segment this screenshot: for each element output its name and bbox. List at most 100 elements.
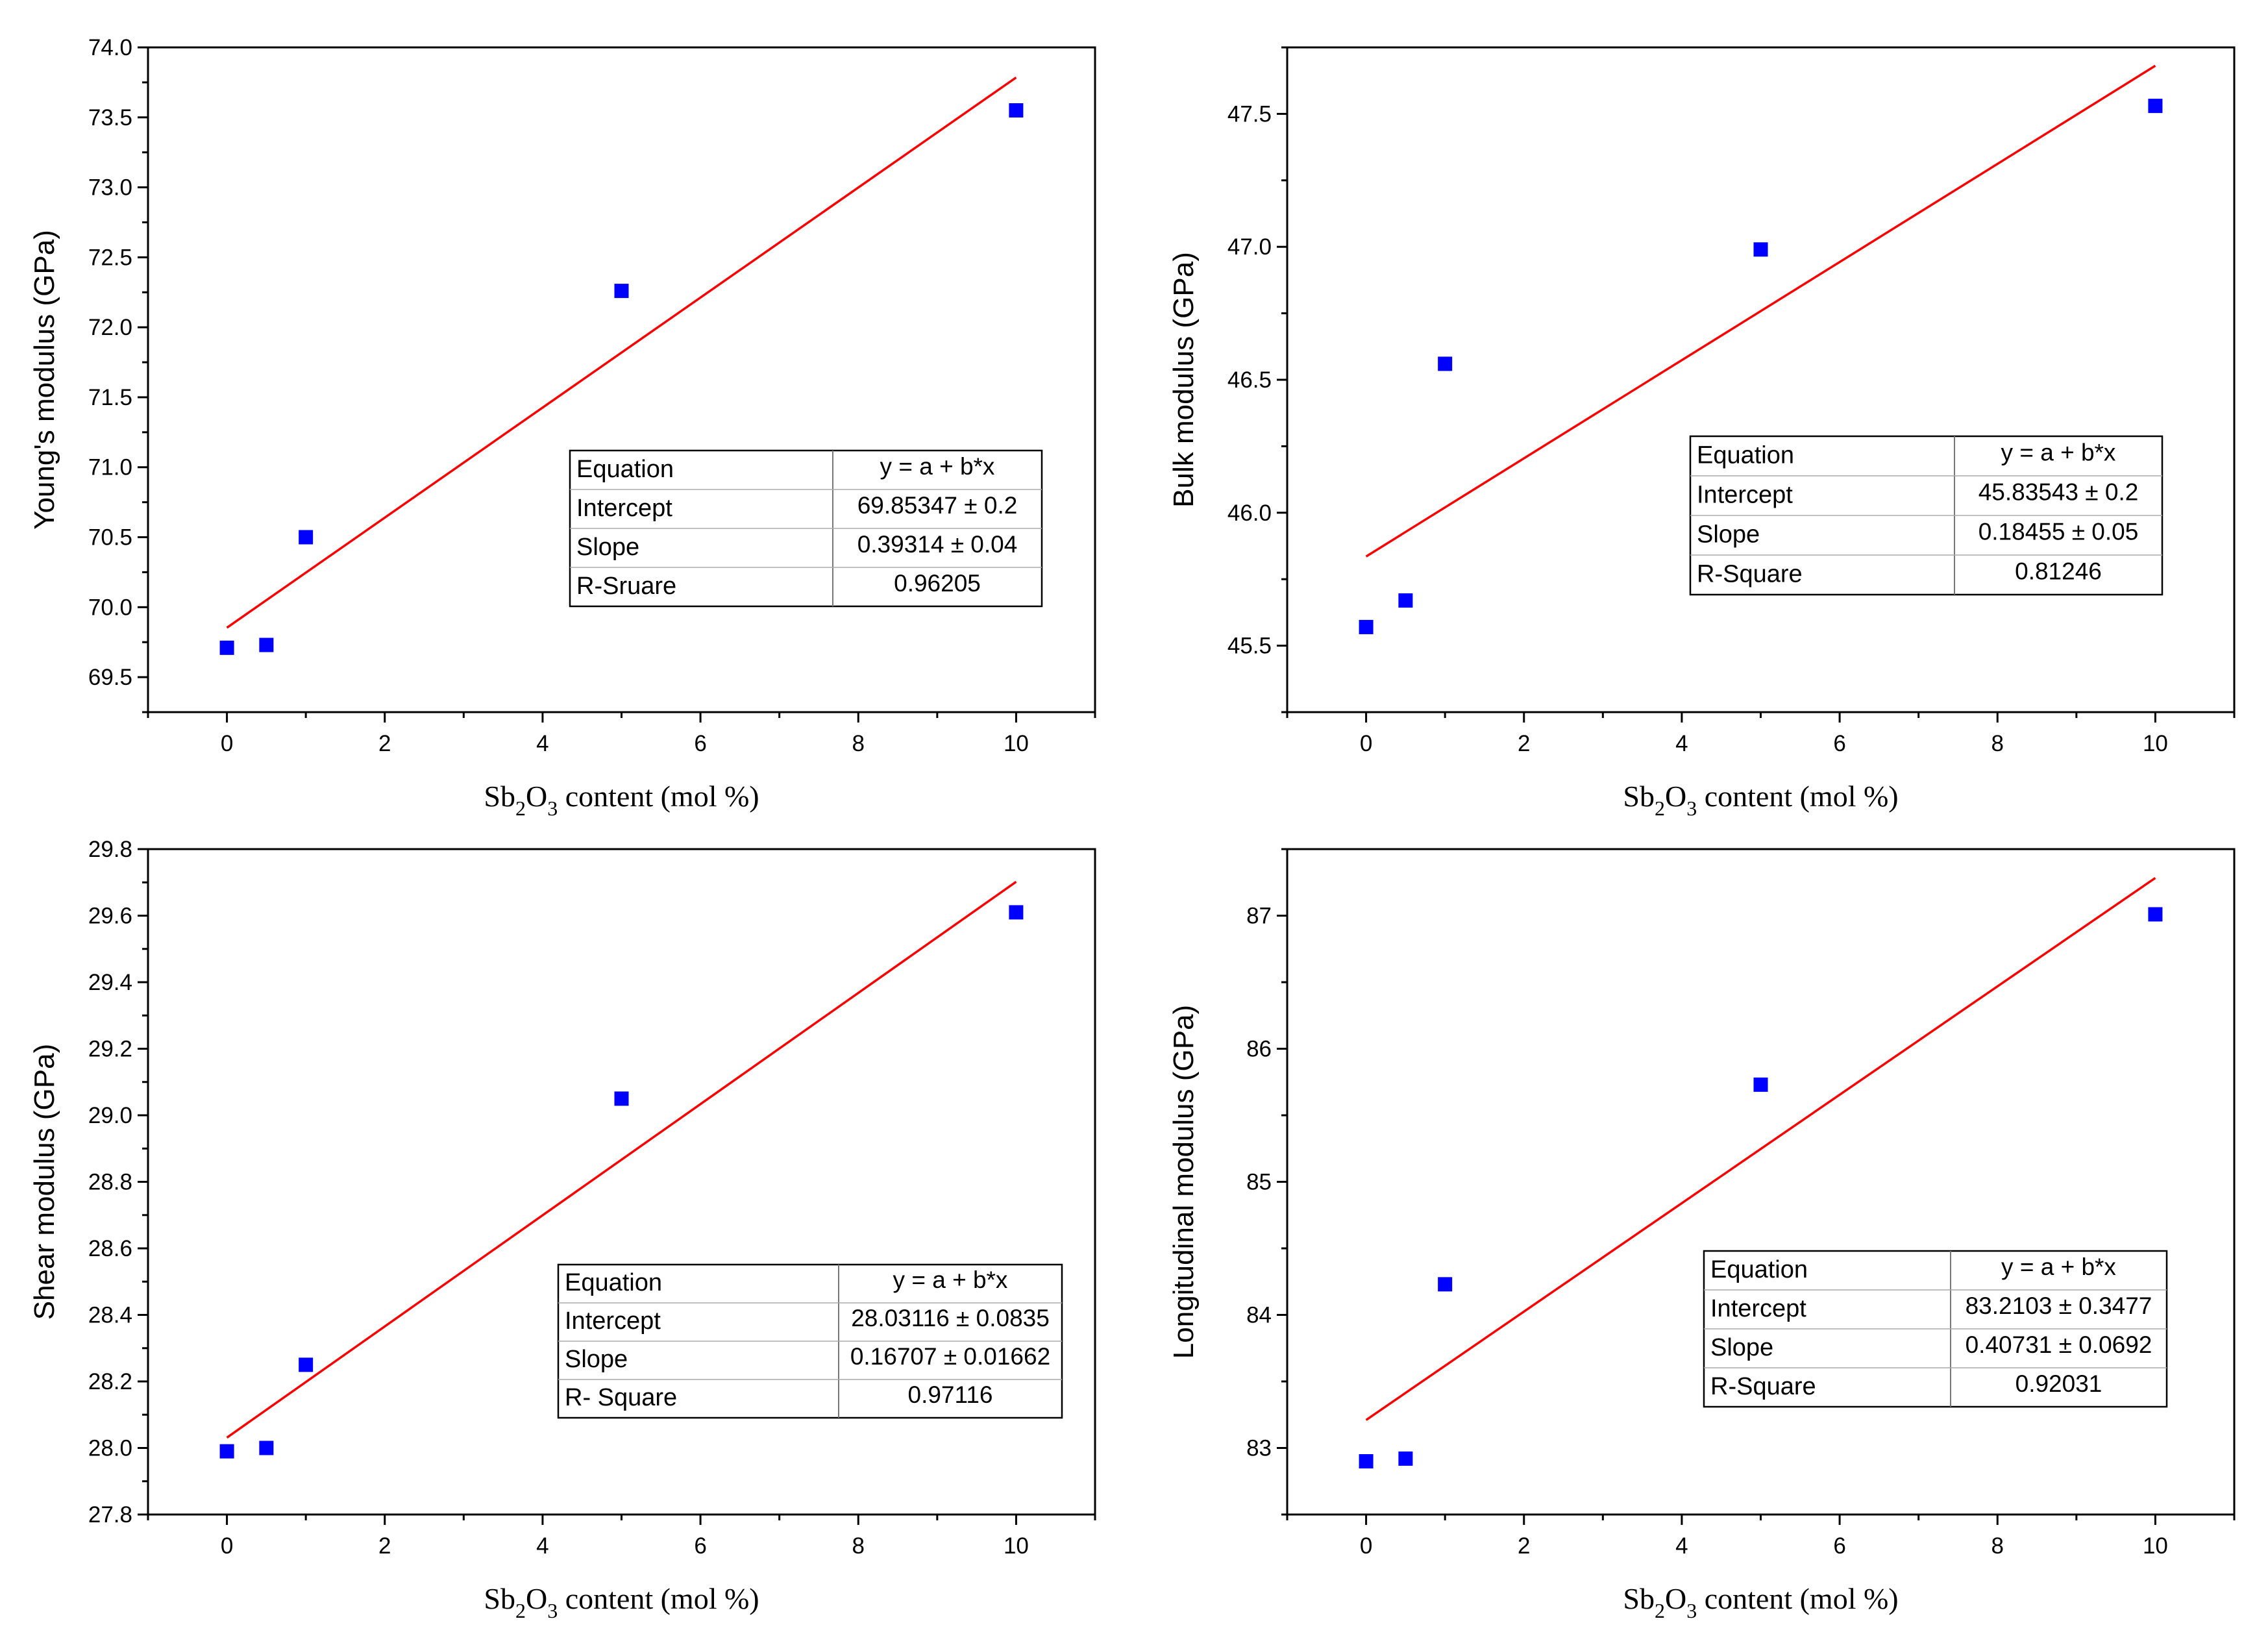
y-axis-label: Bulk modulus (GPa): [1168, 252, 1200, 508]
x-tick-label: 6: [1833, 1533, 1845, 1559]
x-tick-label: 8: [852, 731, 865, 756]
data-point: [2148, 99, 2163, 114]
x-tick-label: 6: [694, 731, 706, 756]
data-point: [1438, 1277, 1453, 1292]
x-tick-label: 2: [378, 1533, 391, 1559]
panel-3: 0 2 4 6 8 10 27.8 28.0 28.2 28.4 28.6 28.8 29.0 29.2 2…: [29, 837, 1096, 1622]
fit-table-value: y = a + b*x: [2001, 1254, 2116, 1280]
panel-4: 0 2 4 6 8 10 83 84 85 86 87 Longitudinal modulus (G…: [1168, 848, 2236, 1622]
data-point: [614, 1091, 629, 1106]
x-tick-label: 10: [2143, 731, 2168, 756]
fit-table-key: R- Square: [565, 1384, 677, 1411]
fit-table-key: Slope: [1710, 1334, 1773, 1361]
fit-table-value: 0.40731 ± 0.0692: [1966, 1331, 2152, 1358]
y-axis-label: Young's modulus (GPa): [29, 230, 60, 530]
y-tick-label: 73.5: [88, 105, 132, 130]
x-tick-label: 4: [1675, 1533, 1688, 1559]
fit-line: [1365, 876, 2156, 1421]
y-tick-label: 29.2: [88, 1037, 132, 1062]
x-tick-label: 10: [1004, 731, 1029, 756]
y-tick-label: 70.5: [88, 525, 132, 550]
data-point: [1398, 593, 1413, 608]
x-tick-label: 0: [1360, 1533, 1372, 1559]
y-tick-label: 85: [1246, 1170, 1272, 1195]
plot-frame: [147, 46, 1096, 713]
fit-table-value: y = a + b*x: [880, 453, 995, 480]
fit-table-key: R-Sruare: [576, 573, 676, 600]
y-tick-label: 69.5: [88, 665, 132, 690]
fit-table-value: 0.16707 ± 0.01662: [850, 1343, 1050, 1370]
y-tick-label: 29.4: [88, 970, 132, 995]
y-tick-label: 28.2: [88, 1369, 132, 1394]
fit-table-value: 83.2103 ± 0.3477: [1966, 1292, 2152, 1319]
x-tick-label: 2: [1518, 731, 1530, 756]
x-axis-label: Sb2O3 content (mol %): [484, 780, 759, 820]
fit-table-key: Intercept: [1697, 481, 1793, 508]
fit-table-value: 69.85347 ± 0.2: [857, 492, 1018, 519]
fit-line: [226, 880, 1017, 1439]
x-tick-label: 0: [221, 731, 233, 756]
fit-table-value: y = a + b*x: [893, 1267, 1008, 1293]
y-tick-label: 84: [1246, 1303, 1272, 1328]
y-tick-label: 87: [1246, 904, 1272, 929]
data-point: [299, 530, 314, 545]
y-tick-label: 29.6: [88, 904, 132, 929]
y-tick-label: 45.5: [1227, 634, 1272, 659]
fit-table-key: Equation: [1697, 441, 1794, 469]
fit-table-key: Slope: [1697, 521, 1760, 548]
x-tick-label: 0: [221, 1533, 233, 1559]
fit-table: Equation y = a + b*x Intercept 83.2103 ± 0.…: [1703, 1250, 2168, 1408]
y-tick-label: 73.0: [88, 175, 132, 201]
y-tick-label: 74.0: [88, 35, 132, 60]
y-tick-label: 47.5: [1227, 101, 1272, 127]
plot-frame: [1286, 46, 2236, 713]
data-point: [299, 1357, 314, 1372]
data-point: [1753, 242, 1768, 257]
y-tick-label: 29.0: [88, 1103, 132, 1128]
x-tick-label: 8: [1991, 1533, 2004, 1559]
fit-table-value: 0.18455 ± 0.05: [1978, 518, 2139, 545]
x-axis-label: Sb2O3 content (mol %): [484, 1582, 759, 1622]
fit-table-value: 0.92031: [2015, 1370, 2102, 1397]
y-tick-label: 29.8: [88, 837, 132, 862]
y-tick-label: 46.0: [1227, 501, 1272, 526]
fit-table-value: 0.81246: [2015, 558, 2102, 584]
data-point: [1359, 1454, 1374, 1468]
x-tick-label: 4: [1675, 731, 1688, 756]
fit-table-key: Slope: [565, 1346, 628, 1373]
fit-table-value: 28.03116 ± 0.0835: [851, 1305, 1050, 1331]
y-tick-label: 28.6: [88, 1236, 132, 1261]
fit-table: Equation y = a + b*x Intercept 28.03116 ± 0…: [557, 1263, 1063, 1419]
x-tick-label: 10: [2143, 1533, 2168, 1559]
x-tick-label: 10: [1004, 1533, 1029, 1559]
data-point: [1009, 905, 1024, 920]
data-point: [1438, 356, 1453, 371]
data-point: [1753, 1077, 1768, 1092]
fit-table-key: Equation: [576, 456, 674, 483]
x-tick-label: 2: [1518, 1533, 1530, 1559]
fit-table-key: Intercept: [576, 495, 672, 522]
fit-table: Equation y = a + b*x Intercept 45.83543 ± 0…: [1689, 435, 2163, 596]
x-tick-label: 4: [536, 731, 549, 756]
y-tick-label: 71.0: [88, 455, 132, 480]
y-tick-label: 72.0: [88, 315, 132, 340]
y-tick-label: 28.0: [88, 1436, 132, 1461]
fit-table-key: R-Square: [1710, 1373, 1816, 1400]
plot-frame: [1286, 848, 2236, 1516]
data-point: [1359, 619, 1374, 634]
x-tick-label: 2: [378, 731, 391, 756]
fit-table-value: 0.97116: [908, 1381, 993, 1408]
x-tick-label: 8: [852, 1533, 865, 1559]
data-point: [1398, 1451, 1413, 1466]
x-axis-label: Sb2O3 content (mol %): [1623, 1582, 1898, 1622]
fit-table-key: Equation: [565, 1269, 662, 1296]
fit-table-key: R-Square: [1697, 560, 1803, 588]
data-point: [1009, 103, 1024, 118]
fit-table-key: Intercept: [1710, 1295, 1806, 1322]
y-tick-label: 47.0: [1227, 234, 1272, 260]
fit-table: Equation y = a + b*x Intercept 69.85347 ± 0…: [569, 449, 1043, 608]
data-point: [259, 1441, 274, 1455]
fit-table-value: 0.96205: [894, 570, 981, 597]
fit-table-value: 0.39314 ± 0.04: [857, 531, 1018, 558]
